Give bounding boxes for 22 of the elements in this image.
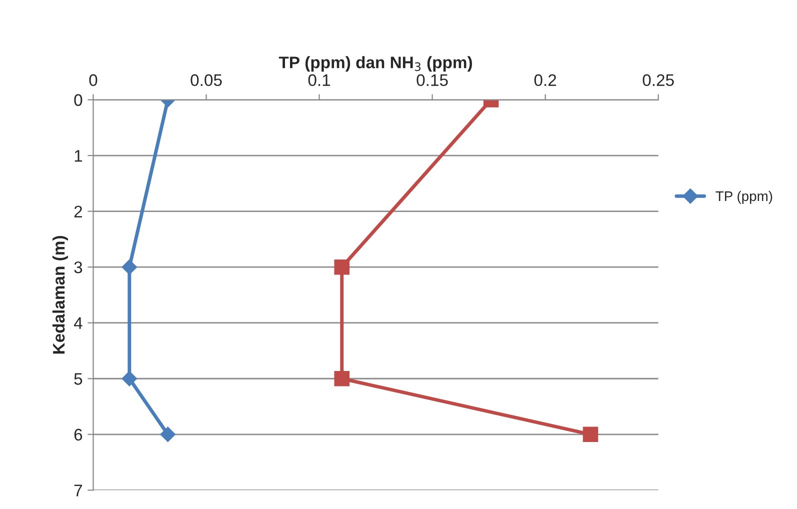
y-tick-label: 4: [74, 317, 82, 329]
y-tick-label: 0: [74, 94, 82, 106]
x-tick-label: 0.25: [642, 74, 674, 86]
x-tick-label: 0.2: [534, 74, 556, 86]
x-tick-label: 0.1: [308, 74, 330, 86]
y-axis-title: Kedalaman (m): [52, 236, 68, 354]
y-tick-label: 3: [74, 261, 82, 274]
point: [122, 260, 137, 275]
y-tick-label: 1: [74, 150, 82, 162]
x-tick-label: 0.15: [416, 74, 448, 86]
y-tick-label: 7: [74, 484, 82, 496]
point: [160, 426, 176, 442]
y-tick-label: 2: [74, 206, 82, 218]
point: [122, 371, 137, 386]
legend-label: TP (ppm): [716, 190, 772, 204]
x-tick-label: 0: [89, 74, 98, 86]
y-tick-label: 6: [74, 428, 82, 441]
point: [334, 370, 350, 386]
x-axis-title: TP (ppm) dan NH$_{3}$ (ppm): [278, 56, 472, 72]
y-tick-label: 5: [74, 373, 82, 385]
x-tick-label: 0.05: [190, 74, 222, 86]
point: [582, 426, 598, 442]
